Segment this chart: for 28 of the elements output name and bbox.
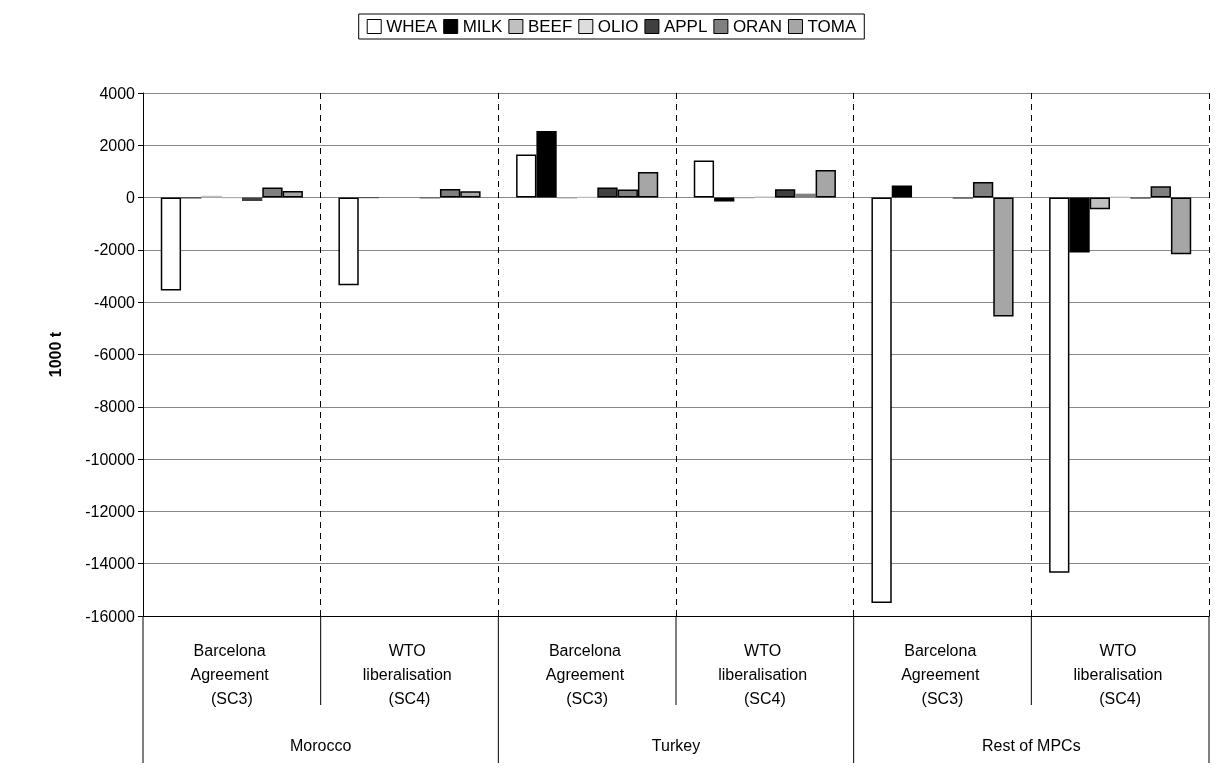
y-tick-label: -6000 — [94, 346, 136, 363]
text: Rest of MPCs — [981, 736, 1081, 754]
y-tick-label: -10000 — [85, 450, 136, 468]
legend-label: APPL — [663, 17, 708, 36]
legend-label: BEEF — [527, 17, 573, 36]
x-tick-label: WTO liberalisation (SC4) — [718, 641, 812, 707]
x-tick-label: Barcelona Agreement (SC3) — [545, 641, 629, 707]
text: Turkey — [651, 736, 701, 754]
y-tick-label: -4000 — [94, 293, 136, 311]
y-axis-title: 1000 t — [46, 331, 64, 378]
x-tick-label: Barcelona Agreement (SC3) — [190, 641, 274, 707]
y-tick-label: -14000 — [85, 555, 136, 573]
legend-label: OLIO — [597, 17, 639, 36]
y-tick-label: -8000 — [94, 398, 136, 416]
x-tick-label: WTO liberalisation (SC4) — [362, 641, 457, 707]
legend-label: WHEA — [386, 17, 438, 36]
y-tick-label: 0 — [126, 189, 136, 207]
y-tick-label: -2000 — [94, 241, 136, 259]
y-tick-label: -16000 — [85, 607, 136, 625]
legend-label: ORAN — [732, 17, 782, 36]
x-tick-label: Barcelona Agreement (SC3) — [901, 641, 984, 707]
legend-label: TOMA — [807, 17, 857, 36]
y-tick-label: -12000 — [85, 502, 136, 520]
y-tick-label: 4000 — [99, 84, 136, 102]
x-tick-label: WTO liberalisation (SC4) — [1073, 641, 1167, 707]
text: Morocco — [289, 736, 352, 754]
legend-label: MILK — [462, 17, 504, 36]
y-tick-label: 2000 — [99, 136, 136, 154]
